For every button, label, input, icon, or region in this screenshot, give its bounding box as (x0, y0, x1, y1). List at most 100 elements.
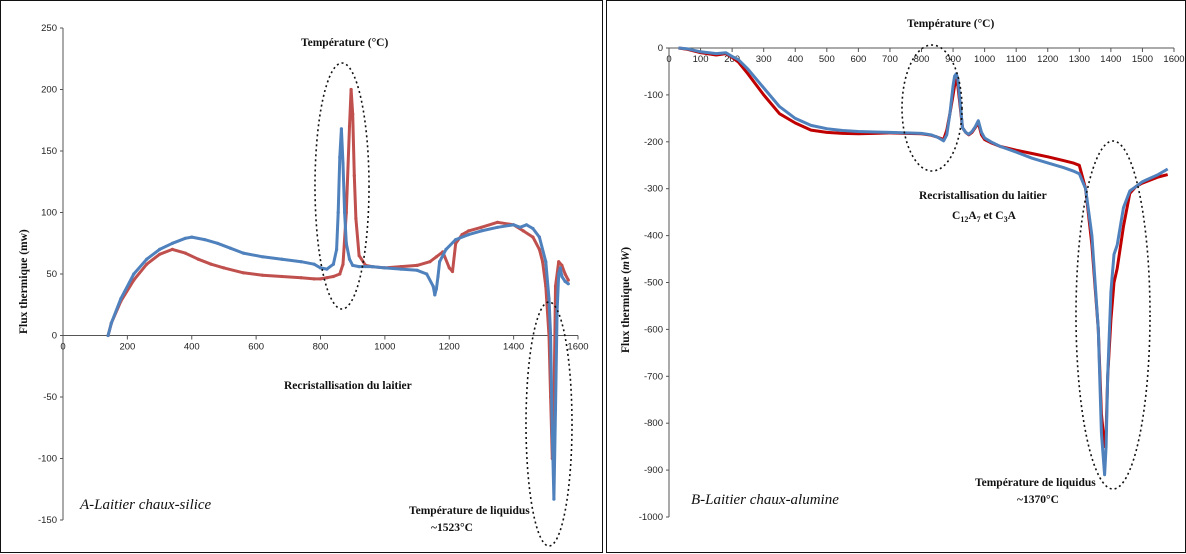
chart-a-series-1-point (325, 276, 329, 280)
chart-a-series-2-point (524, 223, 529, 227)
chart-a-series-2-point (132, 272, 136, 276)
chart-a-series-1-point (338, 272, 342, 276)
chart-b-liquidus-label: Température de liquidus (975, 477, 1096, 489)
chart-b-liquidus-value: ~1370°C (1017, 494, 1059, 506)
chart-a-series-1-point (349, 87, 353, 92)
chart-a-series-1-point (557, 260, 561, 264)
chart-a-series-1-point (299, 276, 303, 280)
chart-a-panel-label: A-Laitier chaux-silice (79, 497, 212, 513)
chart-a-series-2-point (495, 225, 500, 229)
chart-a-x-tick-label: 600 (248, 342, 264, 353)
chart-a-series-1-point (312, 277, 316, 281)
chart-a-series-1-point (560, 263, 564, 267)
chart-a-series-1-point (209, 262, 213, 266)
chart-a-series-1-point (158, 252, 162, 256)
chart-a-series (106, 87, 570, 501)
chart-a-series-1-point (170, 247, 174, 251)
chart-a-series-2-point (106, 333, 110, 338)
chart-a-y-tick-label: 200 (41, 85, 57, 96)
chart-a-series-2-point (344, 241, 348, 245)
chart-a-series-2-point (433, 293, 437, 297)
chart-a-ylabel: Flux thermique (mw) (18, 229, 30, 334)
chart-a-series-2-point (280, 257, 284, 261)
chart-a-series-2-point (341, 161, 345, 165)
chart-b-y-tick-label: -100 (644, 90, 663, 101)
chart-a-series-1-point (357, 254, 361, 258)
chart-a-series-2-point (183, 236, 187, 240)
chart-a-series-2-point (434, 287, 438, 291)
chart-b-y-tick-label: -700 (644, 371, 663, 382)
chart-a-series-1-point (447, 266, 451, 270)
chart-a-series-1-point (222, 266, 226, 270)
chart-a-series-line-1 (106, 88, 570, 460)
chart-a-series-1-point (415, 263, 419, 267)
chart-a-series-1-point (347, 124, 352, 128)
chart-a-series-1-point (428, 260, 432, 264)
chart-a-series-2-point (357, 265, 361, 269)
chart-a-series-2-point (325, 267, 329, 271)
chart-a-series-2-point (119, 297, 123, 301)
chart-b-x-tick-label: 1600 (1163, 54, 1184, 65)
chart-b-x-tick-label: 100 (693, 54, 709, 65)
chart-a-series-2-point (347, 257, 352, 261)
chart-panel-a: 250 200 150 100 50 0 -50 -100 -150 0 200 400 600 800 1… (0, 0, 603, 553)
recrystallization-highlight-ellipse (314, 62, 370, 310)
chart-a-series-1-point (241, 271, 245, 275)
chart-a-series-2-point (566, 282, 570, 286)
chart-a-x-tick-label: 200 (119, 342, 135, 353)
chart-b-x-tick-label: 1500 (1132, 54, 1153, 65)
chart-a-series-2-point (331, 262, 335, 266)
chart-a-series-2-point (553, 407, 558, 411)
chart-a-x-tick-label: 1400 (503, 342, 524, 353)
chart-a-series-2-point (339, 127, 343, 131)
chart-a-series-2-point (383, 266, 387, 270)
chart-a-svg: 250 200 150 100 50 0 -50 -100 -150 0 200 400 600 800 1… (18, 23, 589, 547)
chart-a-series-1-point (331, 274, 335, 279)
chart-b-x-tick-label: 300 (756, 54, 772, 65)
chart-a-series-1-point (434, 255, 438, 259)
chart-b-axes: 0 -100 -200 -300 -400 -500 -600 -700 -800 -900 -10… (639, 43, 1185, 523)
chart-a-y-tick-label: 50 (46, 269, 57, 280)
chart-a-series-2-point (518, 225, 522, 229)
chart-b-x-tick-label: 600 (850, 54, 866, 65)
chart-b-x-tick-label: 800 (914, 54, 930, 65)
chart-a-series-2-point (158, 247, 162, 251)
chart-a-x-tick-label: 1200 (439, 342, 460, 353)
chart-a-series-2-point (438, 260, 442, 264)
chart-a-series-2-point (145, 257, 149, 261)
chart-b-ylabel: Flux thermique (mW) (620, 247, 632, 353)
chart-a-series-2-point (109, 321, 113, 325)
chart-a-series-2-point (343, 210, 347, 215)
chart-a-series-2-point (425, 272, 429, 276)
chart-a-series-2-point (557, 272, 561, 276)
chart-b-phases-annotation: C12A7 et C3A (952, 210, 1017, 224)
chart-a-series-2-point (537, 235, 542, 239)
chart-b-x-tick-label: 1300 (1069, 54, 1090, 65)
chart-a-series-2-point (511, 223, 516, 227)
chart-a-series-1-point (354, 217, 358, 221)
chart-a-axes: 250 200 150 100 50 0 -50 -100 -150 0 200 400 600 800 1… (38, 23, 589, 526)
chart-a-liquidus-value: ~1523°C (431, 522, 473, 534)
chart-a-series-1-point (521, 229, 525, 233)
chart-b-y-tick-label: -600 (644, 324, 663, 335)
chart-a-series-1-point (541, 260, 545, 264)
chart-a-x-tick-label: 400 (184, 342, 200, 353)
chart-a-series-1-point (495, 220, 500, 224)
chart-a-series-2-point (479, 229, 483, 233)
chart-a-series-2-point (550, 432, 554, 436)
chart-a-series-2-point (560, 274, 564, 279)
chart-b-title: Température (°C) (907, 18, 994, 30)
chart-a-y-tick-label: 150 (41, 146, 57, 157)
chart-a-series-2-point (415, 268, 419, 272)
chart-a-x-tick-label: 800 (313, 342, 329, 353)
chart-a-series-2-point (431, 284, 435, 288)
chart-b-series-line-2 (678, 46, 1169, 477)
chart-a-recrist-annotation: Recristallisation du laitier (284, 380, 412, 392)
chart-panel-b: 0 -100 -200 -300 -400 -500 -600 -700 -800 -900 -10… (606, 0, 1186, 553)
chart-b-y-tick-label: -500 (644, 278, 663, 289)
chart-a-series-2-point (444, 247, 448, 251)
chart-a-series-1-point (563, 272, 567, 276)
chart-a-series-1-point (537, 247, 542, 251)
chart-a-series-1-point (280, 274, 284, 279)
chart-a-series-1-point (351, 112, 355, 116)
